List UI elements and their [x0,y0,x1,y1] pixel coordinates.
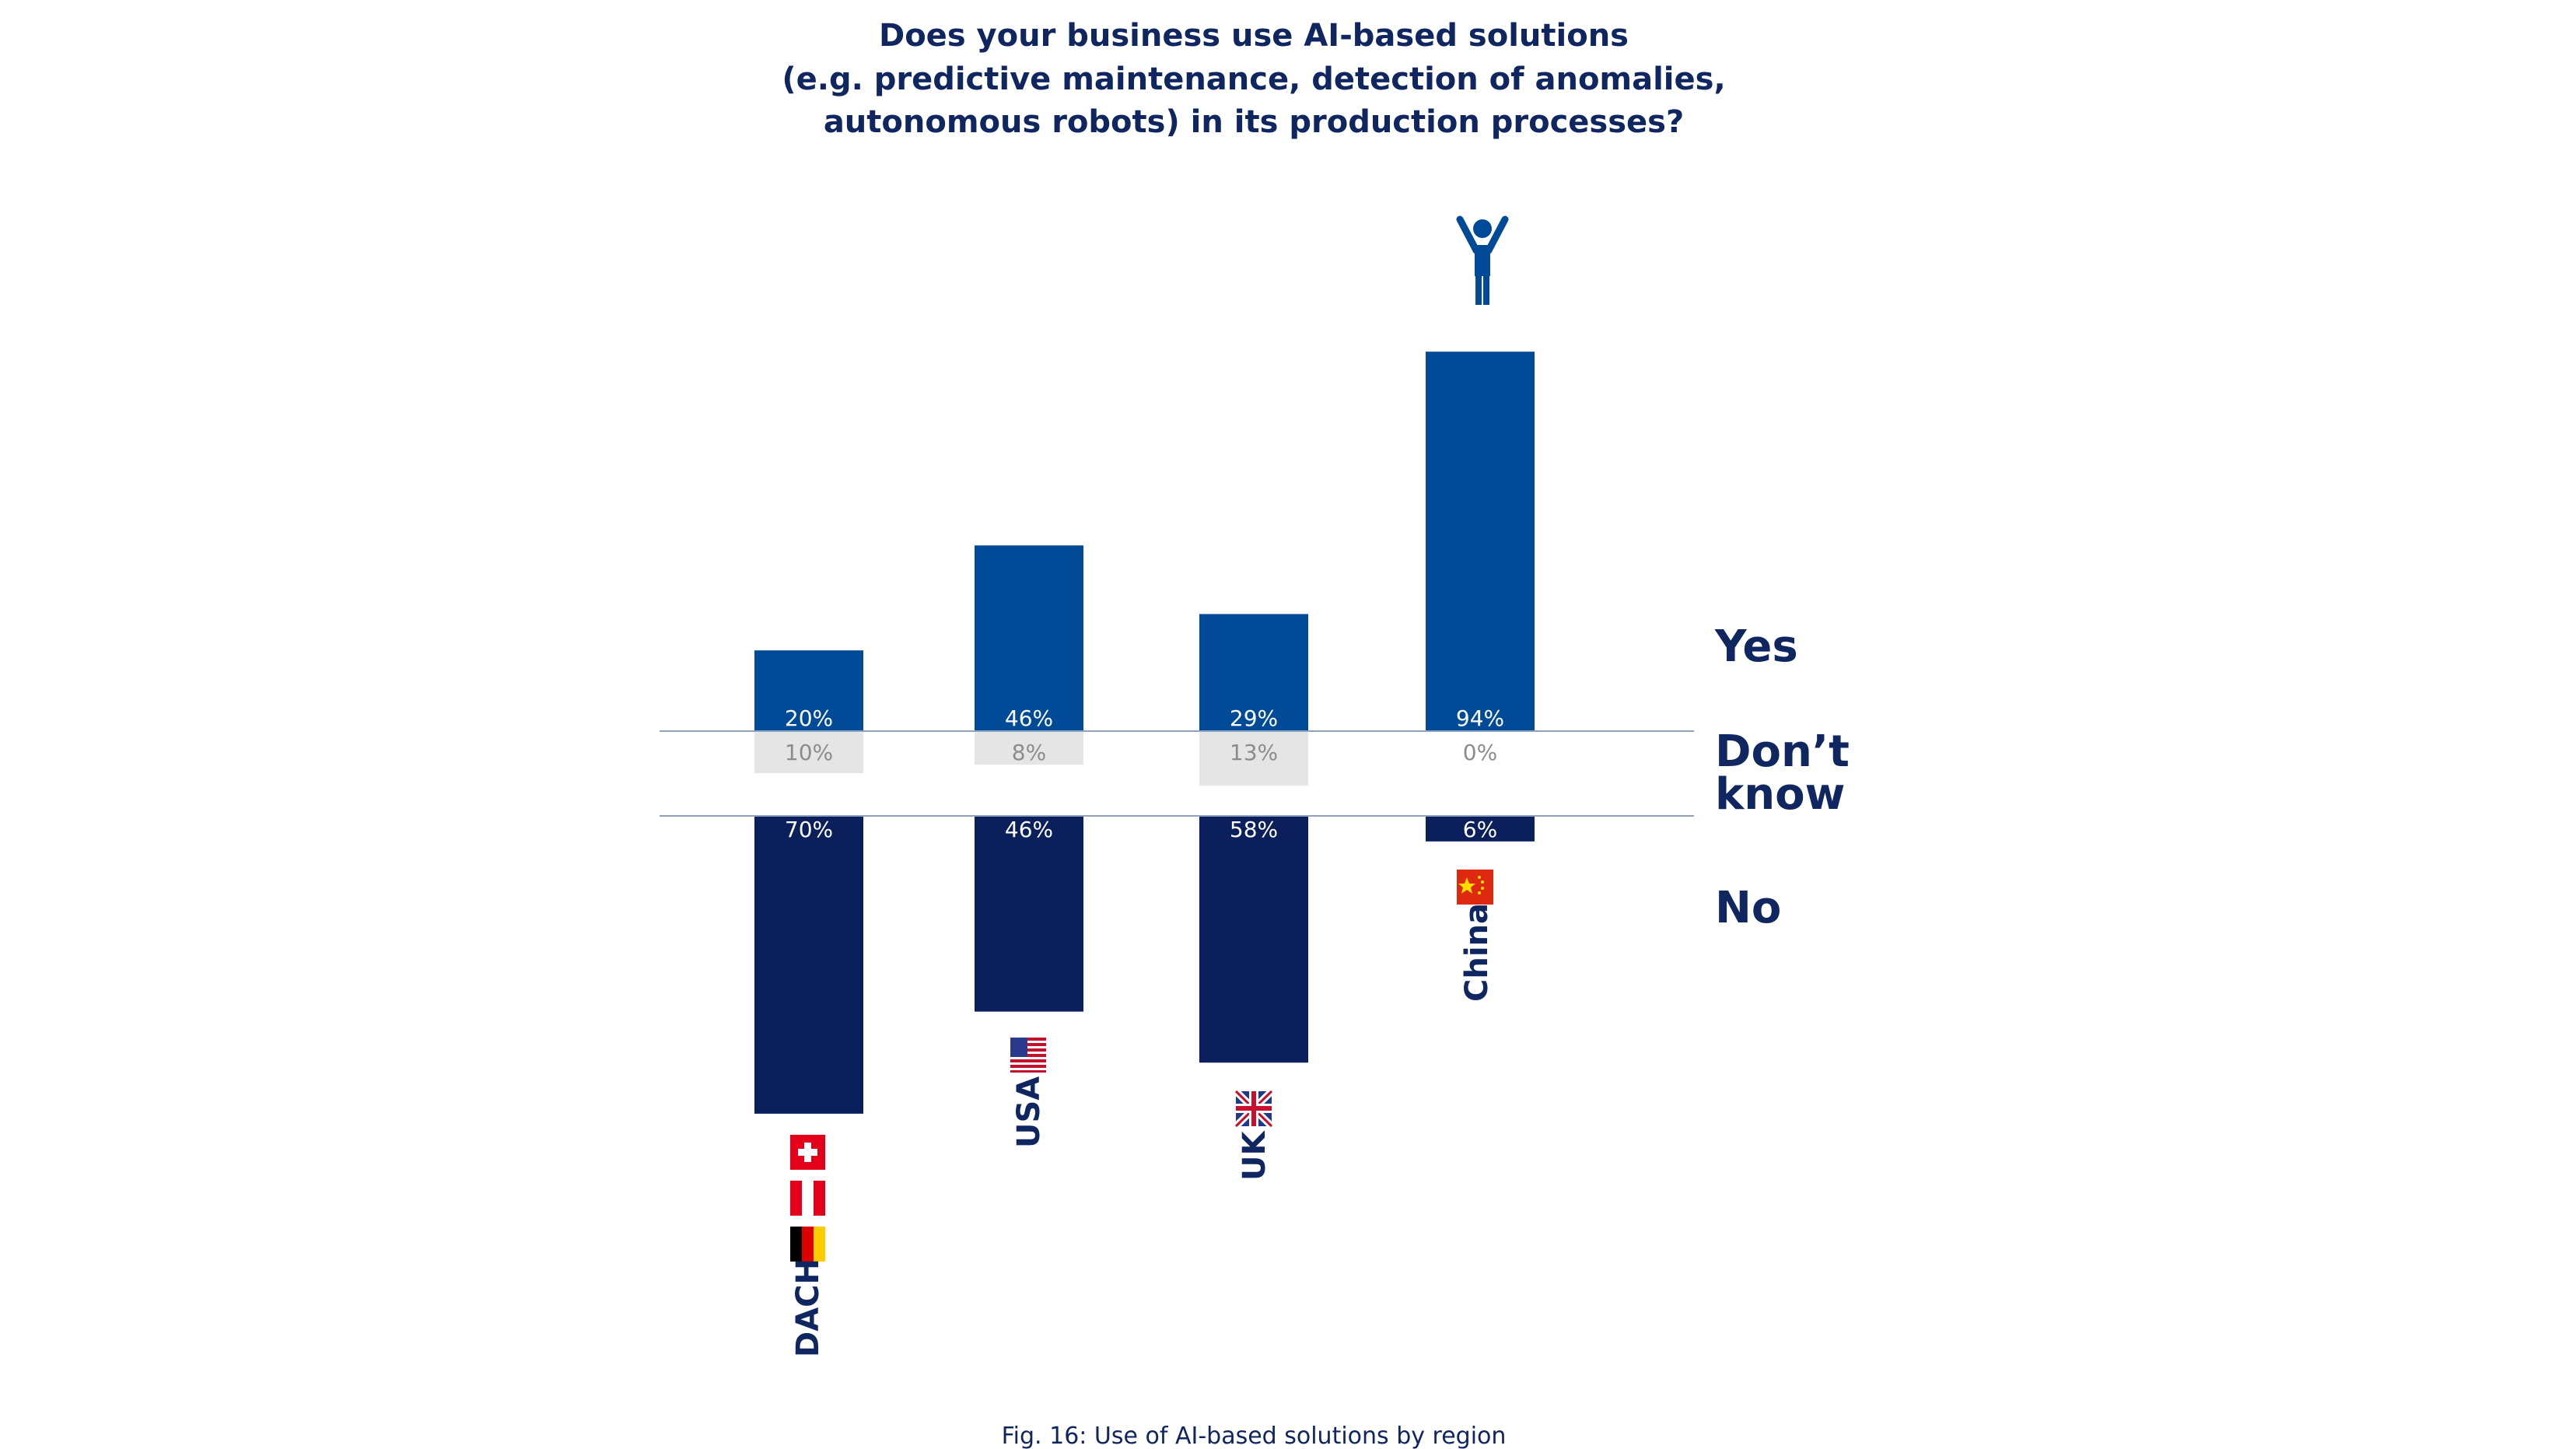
germany-flag [790,1227,825,1262]
value-label-no-dach: 70% [785,817,833,842]
legend-dont-know-label-line-1: Don’t [1715,726,1850,777]
chart-title-line-1: Does your business use AI-based solution… [879,18,1629,54]
figure-caption: Fig. 16: Use of AI-based solutions by re… [1002,1423,1507,1449]
region-label-china: China [1459,903,1495,1002]
chart-title-line-3: autonomous robots) in its production pro… [824,104,1684,140]
value-label-yes-uk: 29% [1230,705,1278,731]
usa-flag [1010,1038,1046,1073]
value-label-yes-dach: 20% [785,705,833,731]
labels-layer: 20% 10% 70% 46% 8% 46% 29% 13% 58% 94% 0% 6% [785,705,1504,842]
bar-no-china [1426,816,1535,842]
chart-title-line-2: (e.g. predictive maintenance, detection … [782,61,1725,97]
bar-yes-dach [754,650,863,731]
legend-yes-label: Yes [1714,621,1798,672]
value-label-no-china: 6% [1463,817,1497,842]
china-flag [1457,870,1493,905]
region-label-dach: DACH [790,1258,826,1357]
bar-no-uk [1199,816,1308,1063]
legend-dont-know-label-line-2: know [1715,769,1845,820]
value-label-yes-china: 94% [1456,705,1504,731]
region-label-uk: UK [1237,1130,1272,1181]
value-label-dont-know-uk: 13% [1230,740,1278,765]
region-label-usa: USA [1011,1076,1047,1148]
uk-flag [1233,1088,1275,1129]
value-label-dont-know-dach: 10% [785,740,833,765]
austria-flag [790,1181,825,1216]
switzerland-flag [790,1135,825,1170]
value-label-dont-know-usa: 8% [1012,740,1046,765]
person-arms-up-icon [1456,215,1509,305]
bars-layer [754,352,1535,1114]
value-label-no-uk: 58% [1230,817,1278,842]
value-label-yes-usa: 46% [1005,705,1053,731]
bar-dont-know-dach [754,731,863,773]
bar-dont-know-uk [1199,731,1308,786]
bar-yes-china [1426,352,1535,731]
value-label-no-usa: 46% [1005,817,1053,842]
bar-dont-know-usa [975,731,1083,765]
value-label-dont-know-china: 0% [1463,740,1497,765]
bar-no-usa [975,816,1083,1012]
bar-yes-usa [975,545,1083,731]
bar-yes-uk [1199,614,1308,731]
bar-no-dach [754,816,863,1114]
legend-no-label: No [1715,883,1781,933]
